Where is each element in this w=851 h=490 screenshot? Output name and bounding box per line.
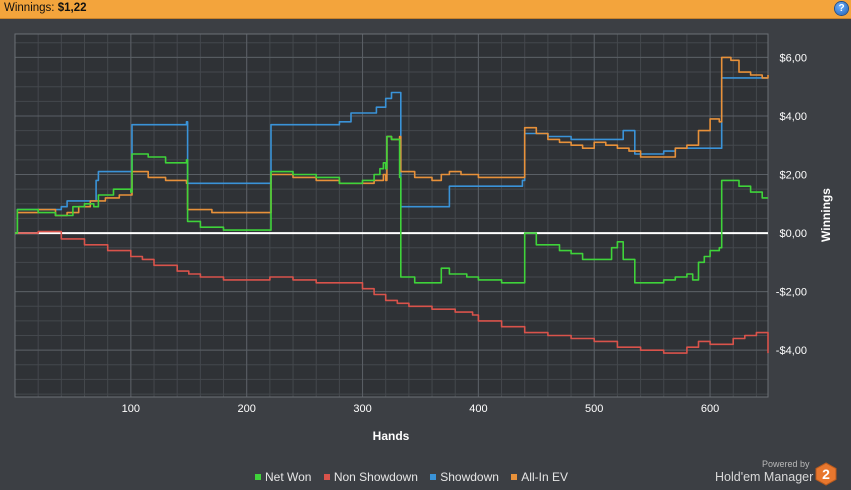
winnings-value: $1,22: [57, 2, 87, 14]
logo-digit: 2: [822, 466, 830, 482]
legend-label: Net Won: [265, 470, 312, 484]
legend-label: Showdown: [440, 470, 499, 484]
brand-name: Hold'em Manager: [715, 470, 814, 484]
x-tick-label: 300: [353, 403, 371, 415]
hem2-logo-icon: 2: [815, 462, 837, 486]
help-icon[interactable]: ?: [835, 2, 848, 15]
x-tick-label: 100: [122, 403, 140, 415]
y-tick-label: -$2,00: [776, 287, 807, 299]
y-tick-label: $2,00: [779, 170, 807, 182]
series-line-net-won: [15, 135, 768, 284]
y-tick-label: $0,00: [779, 228, 807, 240]
plot-area: [15, 34, 768, 397]
legend-swatch: [323, 474, 330, 480]
legend-item-non-showdown[interactable]: Non Showdown: [323, 470, 418, 484]
x-tick-label: 400: [469, 403, 487, 415]
y-tick-label: $6,00: [779, 52, 807, 64]
grid: [14, 33, 769, 398]
legend-item-showdown[interactable]: Showdown: [430, 470, 499, 484]
plot-frame: [14, 33, 769, 398]
legend-label: All-In EV: [521, 470, 568, 484]
tick-labels: 100 200 300 400 500 600 -$4,00 -$2,00 $0,00 $2,00…: [122, 52, 807, 415]
x-axis-label: Hands: [373, 429, 410, 443]
powered-by-text: Powered by: [762, 459, 810, 469]
y-tick-label: $4,00: [779, 111, 807, 123]
legend-swatch: [511, 474, 518, 480]
legend-item-all-in-ev[interactable]: All-In EV: [511, 470, 568, 484]
title-bar: Winnings: $1,22 ?: [0, 0, 851, 19]
y-axis-label: Winnings: [819, 188, 833, 242]
legend-swatch: [430, 474, 437, 480]
series-line-showdown: [15, 77, 768, 234]
y-tick-label: -$4,00: [776, 345, 807, 357]
legend-item-net-won[interactable]: Net Won: [255, 470, 311, 484]
x-tick-label: 600: [701, 403, 719, 415]
series-lines: [15, 56, 769, 354]
legend: Net Won Non Showdown Showdown All-In EV: [255, 470, 577, 484]
legend-swatch: [255, 474, 261, 480]
winnings-label: Winnings:: [4, 2, 55, 14]
series-line-non-showdown: [15, 230, 769, 354]
x-tick-label: 200: [238, 403, 256, 415]
legend-label: Non Showdown: [333, 470, 418, 484]
x-tick-label: 500: [585, 403, 603, 415]
winnings-chart: 100 200 300 400 500 600 -$4,00 -$2,00 $0,00 $2,00…: [14, 33, 833, 443]
winnings-summary: Winnings: $1,22: [4, 2, 86, 14]
